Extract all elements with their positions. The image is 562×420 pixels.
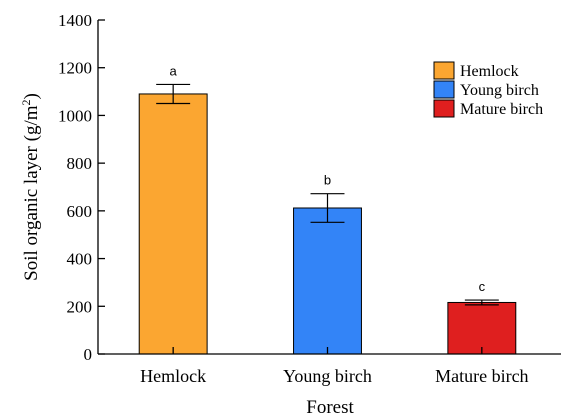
y-tick-label-200: 200 [67,297,93,316]
significance-label-mature-birch: c [479,279,486,294]
x-category-labels: Hemlock Young birch Mature birch [140,347,529,386]
bar-young-birch [293,207,362,355]
legend-swatch-mature-birch [433,99,455,118]
x-tick-label-hemlock: Hemlock [140,366,206,386]
error-bar-young-birch [310,193,345,223]
y-tick-label-0: 0 [84,345,93,364]
y-tick-label-800: 800 [67,154,93,173]
y-ticks: 0 200 400 600 800 1000 1200 1400 [58,11,105,364]
x-axis-title: Forest [306,397,354,418]
x-tick-label-mature-birch: Mature birch [435,366,528,386]
y-axis-title-main: Soil organic layer (g/m [21,105,42,281]
legend-swatch-hemlock [433,61,455,80]
error-bar-hemlock [156,83,191,105]
y-axis-title-end: ) [21,93,42,99]
legend-label-hemlock: Hemlock [460,63,519,80]
y-axis-title: Soil organic layer (g/m2) [19,93,42,281]
y-axis-title-sup: 2 [19,99,33,105]
y-tick-label-1000: 1000 [58,106,92,125]
y-tick-label-1400: 1400 [58,11,92,30]
bar-hemlock [138,93,208,355]
x-tick-label-young-birch: Young birch [283,366,372,386]
y-tick-label-600: 600 [67,202,93,221]
significance-label-hemlock: a [170,63,178,78]
bars-layer: a b c [138,63,517,355]
y-tick-label-1200: 1200 [58,59,92,78]
legend: Hemlock Young birch Mature birch [433,61,543,118]
y-tick-label-400: 400 [67,250,93,269]
legend-label-young-birch: Young birch [460,82,539,99]
axes-layer [97,20,561,355]
legend-swatch-young-birch [433,80,455,99]
error-bar-mature-birch [464,299,499,306]
significance-label-young-birch: b [324,173,331,188]
legend-label-mature-birch: Mature birch [460,101,543,118]
bar-mature-birch [447,301,517,355]
